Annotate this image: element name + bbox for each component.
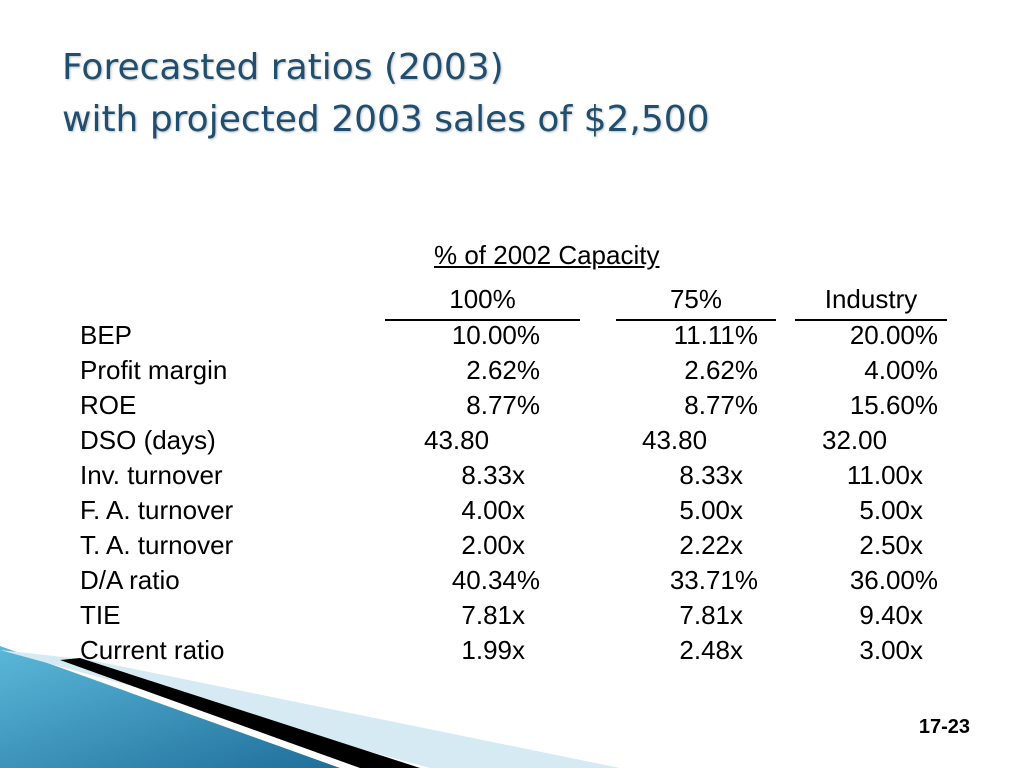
title-line-1: Forecasted ratios (2003) (62, 47, 504, 88)
row-label: ROE (80, 390, 137, 420)
blue-swoosh-shape (0, 646, 340, 768)
cell-75: 2.22x (679, 530, 743, 560)
cell-100: 2.62% (466, 355, 540, 385)
cell-75: 8.33x (679, 460, 743, 490)
cell-100: 40.34% (451, 565, 540, 595)
slide-title: Forecasted ratios (2003) with projected … (62, 42, 710, 146)
column-header-100: 100% (385, 281, 580, 321)
cell-industry: 5.00x (859, 495, 923, 525)
row-label: Inv. turnover (80, 460, 223, 490)
cell-industry: 32.00 (822, 425, 888, 455)
cell-75: 43.80 (642, 425, 708, 455)
row-label: Profit margin (80, 355, 228, 385)
cell-75: 11.11% (673, 320, 758, 350)
cell-100: 1.99x (461, 635, 525, 665)
row-label: BEP (80, 320, 133, 350)
cell-100: 8.77% (466, 390, 540, 420)
cell-industry: 3.00x (859, 635, 923, 665)
cell-industry: 2.50x (859, 530, 923, 560)
cell-100: 2.00x (461, 530, 525, 560)
cell-75: 2.62% (684, 355, 758, 385)
dark-swoosh-shape (60, 658, 420, 768)
row-label: D/A ratio (80, 565, 180, 595)
row-label: F. A. turnover (80, 495, 234, 525)
row-label: T. A. turnover (80, 530, 234, 560)
page-number: 17-23 (918, 716, 970, 738)
row-label: Current ratio (80, 635, 225, 665)
cell-100: 8.33x (461, 460, 525, 490)
cell-75: 8.77% (684, 390, 758, 420)
column-header-75: 75% (616, 281, 776, 321)
cell-75: 7.81x (679, 600, 743, 630)
column-header-industry: Industry (795, 281, 947, 321)
row-label: DSO (days) (80, 425, 216, 455)
cell-industry: 15.60% (849, 390, 938, 420)
cell-100: 10.00% (451, 320, 540, 350)
cell-75: 5.00x (679, 495, 743, 525)
cell-industry: 9.40x (859, 600, 923, 630)
cell-industry: 36.00% (849, 565, 938, 595)
row-label: TIE (80, 600, 121, 630)
cell-100: 7.81x (461, 600, 525, 630)
cell-industry: 4.00% (864, 355, 938, 385)
cell-industry: 11.00x (846, 460, 923, 490)
light-swoosh-shape (0, 650, 620, 768)
title-line-2: with projected 2003 sales of $2,500 (62, 99, 710, 140)
cell-100: 4.00x (461, 495, 525, 525)
cell-100: 43.80 (424, 425, 490, 455)
capacity-group-header: % of 2002 Capacity (434, 240, 660, 270)
cell-75: 2.48x (679, 635, 743, 665)
cell-industry: 20.00% (849, 320, 938, 350)
cell-75: 33.71% (669, 565, 758, 595)
